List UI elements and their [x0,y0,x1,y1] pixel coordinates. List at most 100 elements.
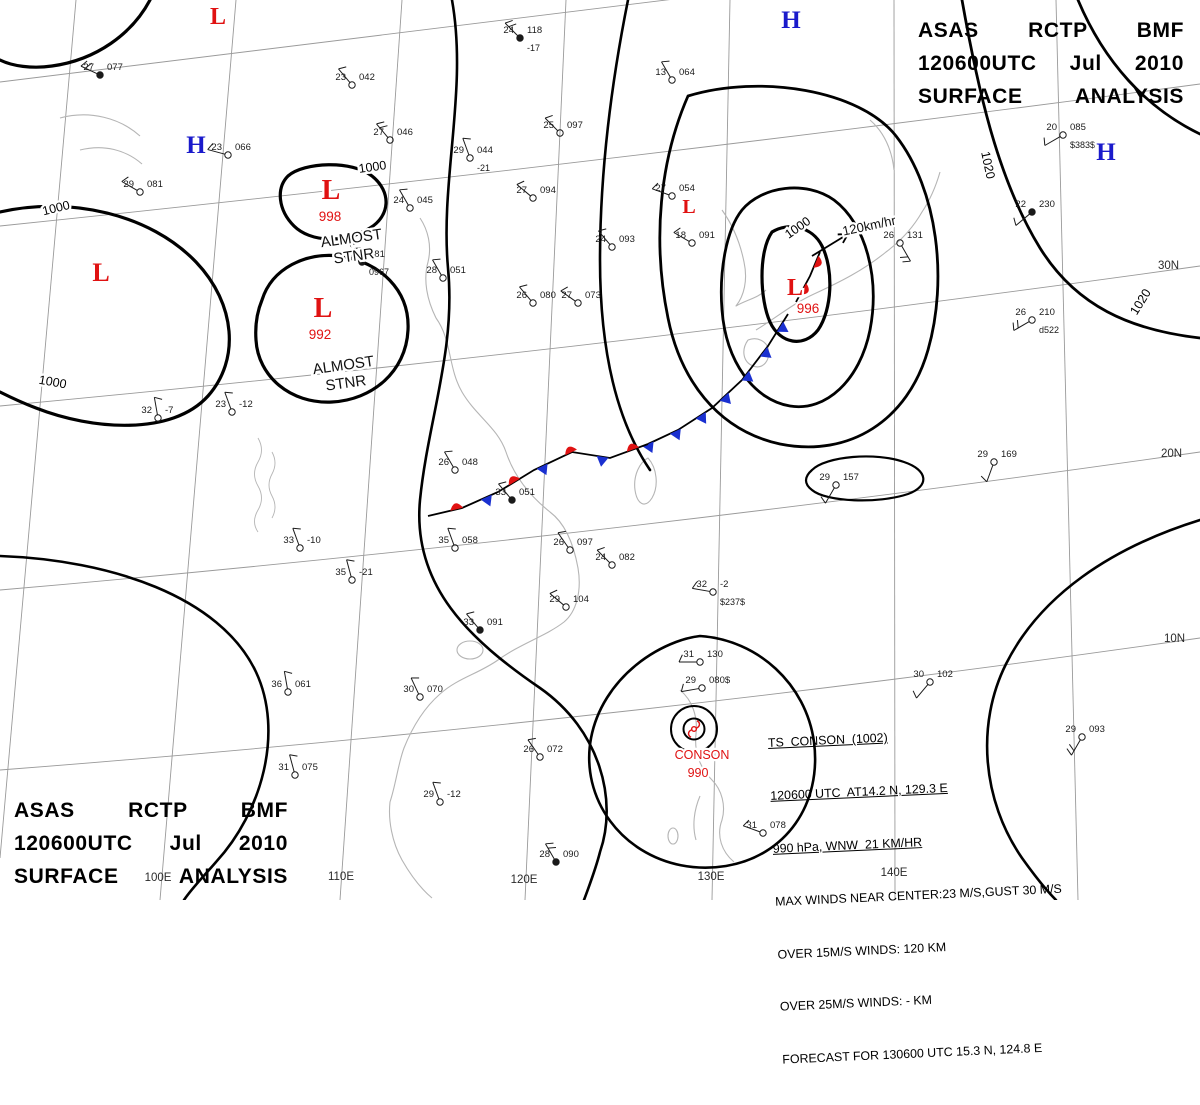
svg-text:31: 31 [746,820,757,831]
typhoon-icon [687,720,701,738]
cold-front-symbol [536,463,548,476]
isobar [804,455,925,502]
svg-text:058: 058 [462,535,478,546]
svg-text:33: 33 [463,617,474,628]
station-plot: 27 073 [560,286,601,307]
station-plot: 32 -7 [141,396,173,422]
svg-text:L: L [210,4,226,30]
svg-text:1000: 1000 [41,198,71,218]
svg-text:110E: 110E [328,871,354,883]
cold-front-symbol [695,412,707,424]
svg-text:30: 30 [403,684,414,695]
station-plot: 27 046 [373,121,413,144]
station-plot: 30 070 [403,677,443,701]
svg-text:131: 131 [907,230,923,241]
svg-text:26: 26 [516,290,527,301]
station-plot: 25 081 0967 [345,242,389,277]
station-plot: 24 093 [595,228,635,251]
svg-text:1020: 1020 [978,150,997,180]
svg-text:13: 13 [655,67,666,78]
svg-text:118: 118 [527,25,542,36]
station-plot: 25 097 [543,114,583,137]
svg-text:130: 130 [707,649,723,660]
isobar-layer [0,0,1200,900]
svg-text:H: H [186,132,206,159]
station-plot: 23 -12 [215,391,253,416]
svg-text:044: 044 [477,145,493,156]
station-plot: 22 230 [1013,199,1055,226]
station-plot: 28 051 [426,258,466,282]
svg-text:064: 064 [679,67,695,78]
warm-front-symbol [800,283,809,295]
svg-text:085: 085 [1070,122,1086,133]
svg-text:27: 27 [655,183,666,194]
svg-text:-12: -12 [239,399,253,410]
cold-front-symbol [776,321,789,333]
station-plot: 24 045 [393,188,433,212]
svg-text:ALMOSTSTNR: ALMOSTSTNR [320,226,386,269]
svg-text:23: 23 [335,72,346,83]
station-plot: 13 064 [655,60,695,84]
svg-text:24: 24 [393,195,404,206]
svg-text:066: 066 [235,142,251,153]
svg-text:130E: 130E [698,871,725,883]
cold-front-symbol [642,441,654,453]
cold-front-symbol [741,370,754,382]
svg-text:$383$: $383$ [1070,140,1095,150]
warm-front-symbol [450,503,464,511]
isobar [278,163,388,241]
station-plot: 31 130 [678,649,723,666]
svg-text:20N: 20N [1161,448,1182,460]
station-plot: 18 091 [673,227,715,247]
svg-text:045: 045 [417,195,433,206]
svg-text:30N: 30N [1158,260,1179,272]
svg-text:d522: d522 [1039,325,1059,335]
svg-text:097: 097 [567,120,583,131]
svg-text:-21: -21 [359,567,373,578]
station-plot: 23 042 [335,66,375,89]
title-line-2: 120600UTC Jul 2010 [14,832,288,856]
station-plot: 26 210 d522 [1012,307,1059,335]
svg-text:26: 26 [883,230,894,241]
svg-text:998: 998 [319,209,342,224]
svg-text:051: 051 [450,265,466,276]
storm-info-line: 120600 UTC AT14.2 N, 129.3 E [770,780,948,803]
typhoon-inner-circle [682,717,706,741]
svg-text:169: 169 [1001,449,1017,460]
svg-text:24: 24 [595,234,606,245]
station-plot: 33 091 [463,611,503,634]
title-line-2: 120600UTC Jul 2010 [918,52,1184,76]
isobar [0,0,152,69]
station-plot: 31 078 [742,819,786,837]
cold-front-symbol [669,428,681,441]
svg-text:L: L [682,196,695,218]
station-plot: 20 085 $383$ [1043,122,1095,150]
isobar [760,225,832,343]
svg-text:0967: 0967 [369,267,389,277]
svg-text:33: 33 [283,535,294,546]
front-layer [427,233,850,753]
svg-text:27: 27 [561,290,572,301]
title-line-3: SURFACE ANALYSIS [14,865,288,889]
svg-text:28: 28 [426,265,437,276]
warm-front-symbol [813,255,822,268]
storm-info-line: OVER 25M/S WINDS: - KM [779,993,933,1015]
svg-text:26: 26 [438,457,449,468]
station-plot: 33 051 [495,481,535,504]
svg-text:-17: -17 [527,43,540,53]
svg-text:24: 24 [595,552,606,563]
svg-text:35: 35 [438,535,449,546]
svg-text:093: 093 [619,234,635,245]
title-line-1: ASAS RCTP BMF [14,799,288,822]
svg-text:104: 104 [573,594,589,605]
svg-text:1000: 1000 [38,373,68,392]
svg-text:27: 27 [516,185,527,196]
svg-text:102: 102 [937,669,953,680]
station-plot: 36 061 [271,670,311,696]
isobar [658,84,940,449]
svg-text:093: 093 [1089,724,1105,735]
svg-text:140E: 140E [881,867,908,879]
isobar [1076,0,1200,136]
isobar [719,186,875,409]
station-plot: 27 054 [651,182,695,200]
